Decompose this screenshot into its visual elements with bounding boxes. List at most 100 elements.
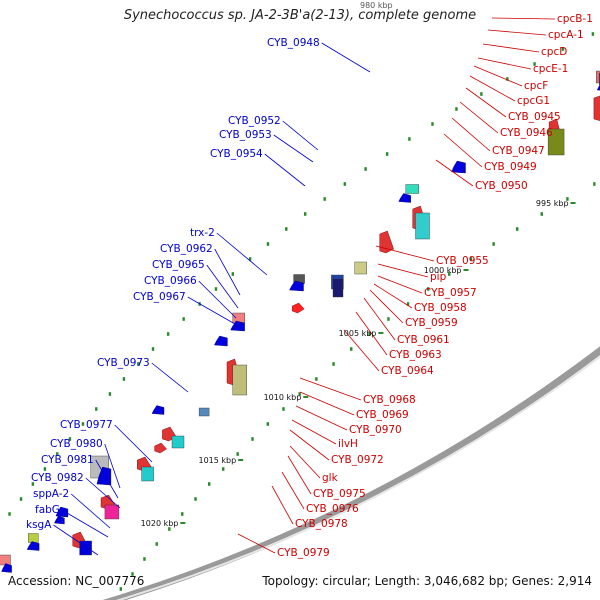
gene-label-CYB_0961[interactable]: CYB_0961: [397, 334, 450, 346]
gene-label-CYB_0952[interactable]: CYB_0952: [228, 115, 281, 127]
gene-label-CYB_0955[interactable]: CYB_0955: [436, 255, 489, 267]
kbp-label: 1020 kbp: [141, 519, 179, 528]
gene-label-CYB_0957[interactable]: CYB_0957: [424, 287, 477, 299]
gene-label-CYB_0946[interactable]: CYB_0946: [500, 127, 553, 139]
gene-label-CYB_0959[interactable]: CYB_0959: [405, 317, 458, 329]
gene-feature-box: [232, 364, 248, 396]
gene-label-CYB_0963[interactable]: CYB_0963: [389, 349, 442, 361]
gene-label-cpcE-1[interactable]: cpcE-1: [533, 63, 568, 75]
gene-label-cpcA-1[interactable]: cpcA-1: [548, 29, 584, 41]
gene-label-CYB_0964[interactable]: CYB_0964: [381, 365, 434, 377]
gene-label-CYB_0972[interactable]: CYB_0972: [331, 454, 384, 466]
gene-leader-line: [95, 459, 119, 499]
gene-leader-line: [299, 377, 362, 401]
gene-leader-line: [287, 455, 312, 495]
kbp-label: 1010 kbp: [264, 393, 302, 402]
inner-tick-dot: [222, 467, 225, 471]
gene-leader-line: [216, 232, 268, 276]
gene-label-CYB_0976[interactable]: CYB_0976: [306, 503, 359, 515]
gene-label-CYB_0954[interactable]: CYB_0954: [210, 148, 263, 160]
gene-label-CYB_0969[interactable]: CYB_0969: [356, 409, 409, 421]
gene-label-CYB_0981[interactable]: CYB_0981: [41, 454, 94, 466]
gene-label-CYB_0962[interactable]: CYB_0962: [160, 243, 213, 255]
gene-feature-box: [354, 261, 367, 275]
gene-label-CYB_0975[interactable]: CYB_0975: [313, 488, 366, 500]
gene-label-cpcF[interactable]: cpcF: [524, 80, 548, 92]
gene-label-CYB_0949[interactable]: CYB_0949: [484, 161, 537, 173]
gene-feature-arrow: [289, 280, 304, 292]
kbp-label-top: 980 kbp: [360, 1, 393, 10]
outer-tick-dot: [166, 332, 170, 336]
gene-label-fabG[interactable]: fabG: [35, 504, 60, 516]
gene-label-cpcD[interactable]: cpcD: [541, 46, 567, 58]
inner-tick-dot: [143, 557, 146, 561]
outer-tick-dot: [303, 212, 307, 216]
gene-leader-line: [377, 275, 423, 294]
gene-label-CYB_0970[interactable]: CYB_0970: [349, 424, 402, 436]
gene-feature-arrow: [398, 193, 411, 203]
gene-label-CYB_0968[interactable]: CYB_0968: [363, 394, 416, 406]
outer-tick-dot: [231, 272, 235, 276]
gene-label-cpcG1[interactable]: cpcG1: [517, 95, 550, 107]
outer-tick-dot: [8, 512, 11, 516]
gene-leader-line: [237, 533, 276, 554]
gene-leader-line: [443, 133, 483, 168]
gene-feature-box: [0, 554, 11, 566]
gene-label-CYB_0947[interactable]: CYB_0947: [492, 145, 545, 157]
gene-label-CYB_0953[interactable]: CYB_0953: [219, 129, 272, 141]
gene-label-ksgA[interactable]: ksgA: [26, 519, 52, 531]
outer-tick-dot: [151, 347, 155, 351]
gene-leader-line: [299, 391, 355, 416]
gene-label-CYB_0965[interactable]: CYB_0965: [152, 259, 205, 271]
gene-leader-line: [375, 245, 435, 262]
outer-tick-dot: [408, 137, 411, 141]
gene-label-CYB_0979[interactable]: CYB_0979: [277, 547, 330, 559]
gene-leader-line: [482, 43, 540, 53]
inner-tick-dot: [208, 482, 211, 486]
gene-label-pip[interactable]: pip: [430, 271, 447, 283]
outer-tick-dot: [343, 182, 347, 186]
gene-label-sppA-2[interactable]: sppA-2: [33, 488, 69, 500]
gene-leader-line: [469, 75, 516, 102]
gene-label-CYB_0982[interactable]: CYB_0982: [31, 472, 84, 484]
gene-feature-arrow: [151, 405, 165, 415]
gene-label-CYB_0967[interactable]: CYB_0967: [133, 291, 186, 303]
gene-leader-line: [435, 159, 474, 187]
gene-feature-box: [405, 184, 419, 194]
gene-label-CYB_0978[interactable]: CYB_0978: [295, 518, 348, 530]
outer-tick-dot: [285, 227, 288, 231]
gene-feature-box: [596, 70, 600, 84]
gene-label-CYB_0945[interactable]: CYB_0945: [508, 111, 561, 123]
gene-label-CYB_0977[interactable]: CYB_0977: [60, 419, 113, 431]
gene-label-CYB_0958[interactable]: CYB_0958: [414, 302, 467, 314]
outer-tick-dot: [480, 92, 483, 96]
gene-leader-line: [271, 485, 294, 525]
gene-leader-line: [85, 477, 121, 509]
gene-label-CYB_0948[interactable]: CYB_0948: [267, 37, 320, 49]
gene-feature-box: [415, 212, 430, 240]
gene-label-CYB_0973[interactable]: CYB_0973: [97, 357, 150, 369]
gene-label-trx-2[interactable]: trx-2: [190, 227, 215, 239]
inner-tick-dot: [194, 497, 197, 501]
gene-label-ilvH[interactable]: ilvH: [338, 438, 358, 450]
gene-label-CYB_0980[interactable]: CYB_0980: [50, 438, 103, 450]
gene-feature-arrow: [451, 160, 466, 174]
gene-leader-line: [104, 443, 121, 489]
outer-tick-dot: [323, 197, 326, 201]
inner-tick-dot: [131, 572, 134, 576]
gene-label-cpcB-1[interactable]: cpcB-1: [557, 13, 593, 25]
gene-feature-box: [141, 466, 154, 482]
outer-tick-dot: [561, 47, 565, 51]
gene-leader-line: [289, 429, 330, 461]
gene-leader-line: [487, 29, 547, 36]
gene-leader-line: [206, 264, 239, 309]
gene-leader-line: [264, 153, 306, 187]
gene-leader-line: [465, 87, 507, 118]
gene-label-CYB_0950[interactable]: CYB_0950: [475, 180, 528, 192]
gene-label-glk[interactable]: glk: [322, 472, 339, 484]
gene-label-CYB_0966[interactable]: CYB_0966: [144, 275, 197, 287]
gene-feature-arrow: [214, 335, 228, 347]
gene-feature-arrow: [154, 442, 167, 454]
gene-feature-arrow: [292, 302, 305, 314]
